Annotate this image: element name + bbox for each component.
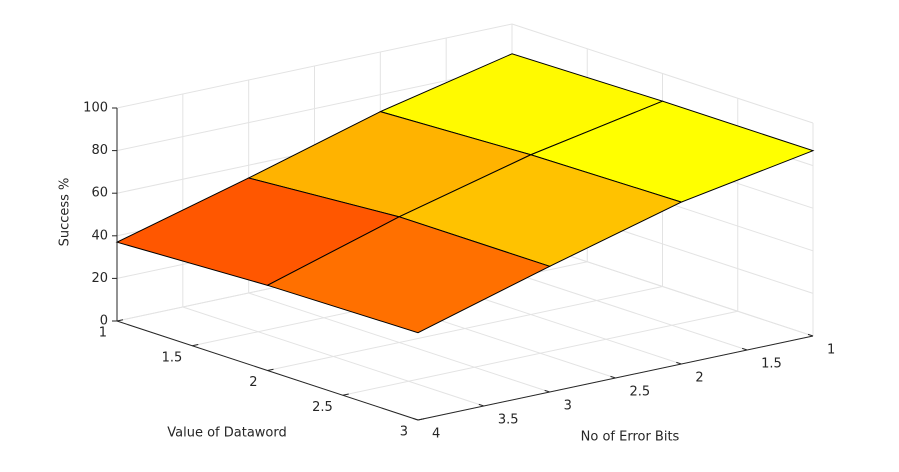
y-tick-label: 2.5 [312,400,333,415]
grid-line [267,286,663,371]
grid-line [116,66,513,152]
y-tick [342,393,349,396]
grid-line [116,23,513,109]
x-tick-label: 3.5 [498,413,519,428]
y-tick-label: 1.5 [162,350,183,365]
x-tick [412,417,419,421]
grid-line [511,23,814,124]
z-tick-label: 20 [91,271,108,286]
x-tick-label: 3 [564,399,572,414]
x-tick-label: 4 [432,427,440,442]
x-tick-label: 2.5 [630,385,651,400]
y-tick-label: 3 [400,425,408,440]
z-tick-label: 80 [91,143,108,158]
x-tick [807,333,814,337]
x-tick [742,347,748,351]
surface-face [266,216,551,334]
x-tick-label: 1.5 [761,357,782,372]
z-tick-label: 0 [100,314,108,329]
z-tick-label: 60 [91,186,108,201]
y-axis-label: Value of Dataword [167,426,287,441]
y-tick [116,319,124,322]
x-tick-label: 1 [827,343,835,358]
grid-line [342,310,738,396]
y-tick [192,343,199,347]
x-tick [676,361,682,365]
x-tick [544,389,550,393]
z-tick-label: 100 [83,101,108,116]
z-axis-label: Success % [58,178,73,247]
x-tick [610,375,616,379]
y-tick-label: 1 [99,326,107,341]
x-axis-label: No of Error Bits [581,430,680,445]
y-tick-label: 2 [249,375,257,390]
y-tick [267,368,274,371]
y-tick [417,418,425,421]
z-tick-label: 40 [91,228,108,243]
x-tick-label: 2 [695,371,703,386]
x-tick [478,403,484,407]
